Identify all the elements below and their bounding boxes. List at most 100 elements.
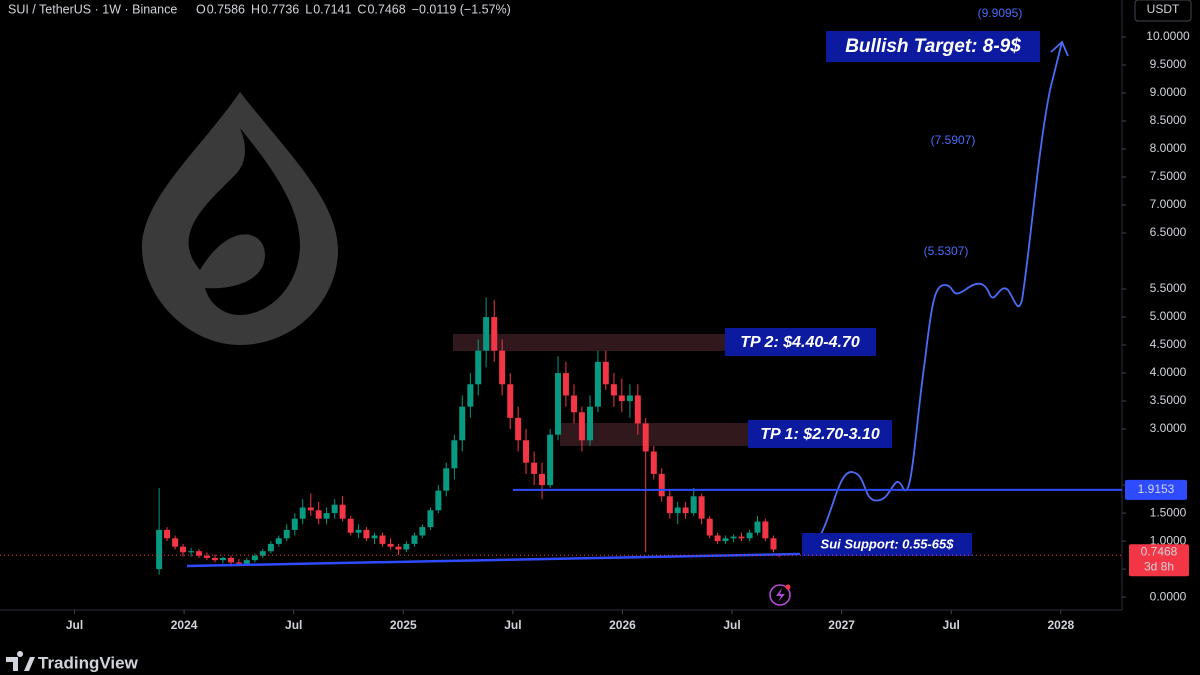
tp1-label: TP 1: $2.70-3.10	[760, 426, 880, 443]
candle-body	[196, 551, 203, 556]
candle-body	[379, 535, 386, 544]
candle-body	[634, 395, 641, 424]
candle-body	[172, 538, 179, 547]
candle-body	[267, 543, 274, 552]
candle-body	[491, 317, 498, 351]
candle-body	[451, 440, 458, 469]
candle-body	[387, 543, 394, 547]
candle-body	[371, 535, 378, 539]
y-tick-label: 6.5000	[1150, 225, 1187, 239]
y-tick-label: 9.5000	[1150, 57, 1187, 71]
x-tick-label: 2028	[1047, 618, 1074, 632]
candle-body	[746, 532, 753, 539]
watermark-logo	[141, 92, 338, 345]
tp2-box	[725, 328, 876, 356]
countdown: 3d 8h	[1144, 559, 1174, 573]
lightning-icon[interactable]	[769, 584, 791, 606]
candle-body	[698, 496, 705, 519]
y-tick-label: 8.5000	[1150, 113, 1187, 127]
currency-button[interactable]	[1134, 0, 1192, 22]
x-tick-label: 2027	[828, 618, 855, 632]
candle-body	[291, 518, 298, 530]
ohlc-value: 0.7736	[261, 2, 299, 16]
y-tick-label: 5.5000	[1150, 281, 1187, 295]
candle-body	[515, 417, 522, 441]
candle-body	[642, 423, 649, 452]
candle-body	[658, 473, 665, 497]
y-tick-label: 10.0000	[1146, 29, 1190, 43]
candle-body	[363, 529, 370, 539]
candle-body	[315, 510, 322, 519]
candle-body	[674, 507, 681, 514]
wave-label: (9.9095)	[978, 6, 1023, 20]
candle-body	[435, 490, 442, 511]
candle-body	[228, 557, 235, 563]
candle-body	[762, 521, 769, 539]
candle-body	[571, 395, 578, 413]
x-tick-label: Jul	[723, 618, 740, 632]
ohlc-label: H	[251, 2, 260, 16]
ohlc-label: L	[305, 2, 312, 16]
candle-body	[219, 557, 226, 561]
candle-body	[283, 529, 290, 539]
candle-body	[331, 504, 338, 514]
candle-body	[307, 507, 314, 511]
candle-body	[770, 538, 777, 550]
candle-body	[706, 518, 713, 536]
candle-body	[427, 510, 434, 528]
y-tick-label: 7.0000	[1150, 197, 1187, 211]
symbol-title: SUI / TetherUS · 1W · Binance	[8, 2, 177, 16]
candle-body	[164, 529, 171, 539]
candle-body	[578, 412, 585, 441]
support-box	[802, 533, 972, 556]
x-tick-label: 2025	[390, 618, 417, 632]
candle-body	[547, 434, 554, 486]
y-tick-label: 4.5000	[1150, 337, 1187, 351]
ohlc-value: 0.7468	[367, 2, 405, 16]
lightning-icon-bolt	[776, 588, 785, 602]
candle-body	[610, 384, 617, 396]
x-tick-label: Jul	[66, 618, 83, 632]
candle-body	[682, 507, 689, 514]
candle-body	[323, 513, 330, 519]
level-label-box	[1125, 479, 1187, 500]
forecast-path	[807, 41, 1063, 549]
x-tick-label: Jul	[943, 618, 960, 632]
candle-body	[156, 529, 163, 570]
notification-dot	[785, 584, 791, 590]
candle-body	[562, 373, 569, 396]
candle-body	[626, 395, 633, 402]
tp1-box	[748, 420, 892, 448]
candle-body	[395, 546, 402, 550]
candle-body	[714, 535, 721, 542]
tp2-label: TP 2: $4.40-4.70	[740, 334, 860, 351]
candle-body	[459, 406, 466, 441]
candle-body	[203, 555, 210, 558]
wave-label: (5.5307)	[924, 244, 969, 258]
x-tick-label: 2026	[609, 618, 636, 632]
level-label: 1.9153	[1138, 482, 1175, 496]
candle-body	[499, 350, 506, 385]
x-tick-label: Jul	[285, 618, 302, 632]
candle-body	[212, 557, 219, 561]
candle-body	[650, 451, 657, 474]
candle-body	[602, 361, 609, 385]
candle-body	[618, 395, 625, 402]
y-tick-label: 0.0000	[1150, 589, 1187, 603]
y-tick-label: 3.0000	[1150, 421, 1187, 435]
y-tick-label: 5.0000	[1150, 309, 1187, 323]
ohlc-value: 0.7586	[207, 2, 245, 16]
candle-body	[235, 562, 242, 564]
candle-body	[587, 406, 594, 441]
candle-body	[443, 468, 450, 491]
currency-label: USDT	[1147, 2, 1180, 16]
brand-logo	[6, 651, 35, 671]
y-tick-label: 8.0000	[1150, 141, 1187, 155]
candle-body	[666, 496, 673, 514]
candle-body	[347, 518, 354, 533]
candle-body	[483, 317, 490, 351]
candle-body	[730, 536, 737, 539]
candle-body	[467, 384, 474, 407]
brand-name: TradingView	[38, 653, 139, 672]
